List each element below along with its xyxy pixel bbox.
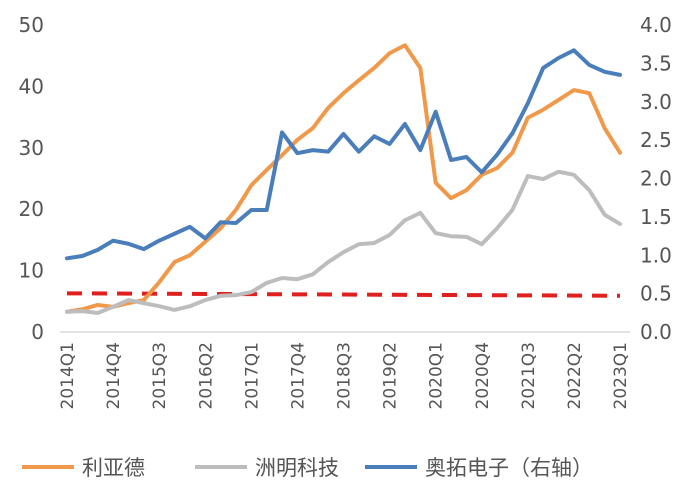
right-y-tick-label: 2.0 [640, 167, 672, 191]
left-y-tick-label: 20 [19, 197, 44, 221]
legend-label: 利亚德 [82, 456, 145, 480]
x-tick-label: 2021Q3 [519, 342, 539, 409]
right-y-tick-label: 0.0 [640, 320, 672, 344]
right-y-tick-label: 2.5 [640, 128, 672, 152]
right-y-tick-label: 1.5 [640, 205, 672, 229]
x-tick-label: 2016Q2 [196, 342, 216, 409]
x-tick-label: 2015Q3 [150, 342, 170, 409]
x-tick-label: 2017Q1 [242, 342, 262, 409]
x-tick-label: 2019Q2 [381, 342, 401, 409]
right-y-tick-label: 4.0 [640, 13, 672, 37]
right-y-tick-label: 1.0 [640, 243, 672, 267]
x-tick-label: 2020Q4 [473, 342, 493, 409]
x-tick-label: 2017Q4 [288, 342, 308, 409]
legend-label: 洲明科技 [255, 456, 339, 480]
series-line-3 [65, 48, 622, 261]
right-y-tick-label: 3.0 [640, 90, 672, 114]
reference-line [66, 291, 621, 298]
x-tick-label: 2018Q3 [335, 342, 355, 409]
legend-label: 奥拓电子（右轴） [425, 456, 593, 480]
right-y-tick-label: 3.5 [640, 51, 672, 75]
x-tick-label: 2014Q1 [58, 342, 78, 409]
x-tick-label: 2020Q1 [427, 342, 447, 409]
x-tick-label: 2022Q2 [565, 342, 585, 409]
x-tick-label: 2014Q4 [104, 342, 124, 409]
left-y-tick-label: 50 [19, 13, 44, 37]
left-y-tick-label: 10 [19, 259, 44, 283]
right-y-tick-label: 0.5 [640, 282, 672, 306]
left-y-tick-label: 0 [31, 320, 44, 344]
x-tick-label: 2023Q1 [611, 342, 631, 409]
left-y-tick-label: 40 [19, 74, 44, 98]
left-y-tick-label: 30 [19, 136, 44, 160]
